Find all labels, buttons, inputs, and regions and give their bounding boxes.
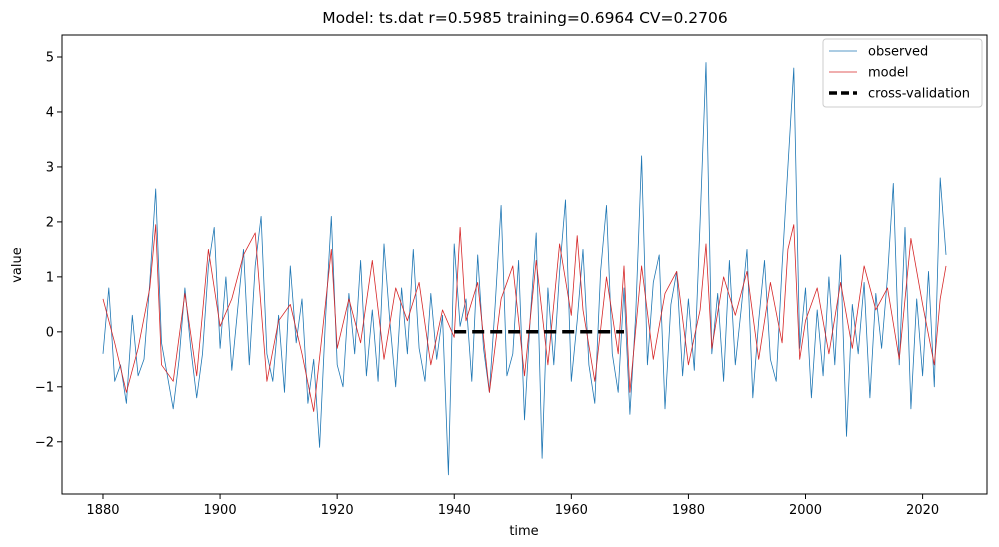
x-tick-label-1940: 1940 bbox=[438, 503, 471, 518]
legend-label-model: model bbox=[868, 66, 908, 81]
y-tick-label-4: 4 bbox=[46, 105, 54, 120]
x-tick-label-1900: 1900 bbox=[204, 503, 237, 518]
plot-area bbox=[102, 62, 947, 476]
y-tick-label-5: 5 bbox=[46, 50, 54, 65]
series-line-observed bbox=[102, 62, 947, 476]
y-tick-label-0: 0 bbox=[46, 325, 54, 340]
x-tick-label-1960: 1960 bbox=[555, 503, 588, 518]
legend-label-cross-validation: cross-validation bbox=[868, 87, 970, 102]
y-tick-label--1: −1 bbox=[35, 380, 54, 395]
legend: observed model cross-validation bbox=[822, 38, 983, 108]
y-tick-label-2: 2 bbox=[46, 215, 54, 230]
y-tick-label-1: 1 bbox=[46, 270, 54, 285]
y-tick-label--2: −2 bbox=[35, 435, 54, 450]
x-tick-label-1920: 1920 bbox=[321, 503, 354, 518]
legend-label-observed: observed bbox=[868, 45, 928, 60]
y-tick-label-3: 3 bbox=[46, 160, 54, 175]
x-tick-label-2000: 2000 bbox=[789, 503, 822, 518]
y-axis-label: value bbox=[10, 247, 25, 283]
x-tick-label-1980: 1980 bbox=[672, 503, 705, 518]
chart-title: Model: ts.dat r=0.5985 training=0.6964 C… bbox=[322, 9, 727, 27]
x-tick-label-2020: 2020 bbox=[906, 503, 939, 518]
legend-box bbox=[822, 38, 983, 108]
series-line-model bbox=[102, 224, 947, 412]
axes: 1880 1900 1920 1940 1960 1980 2000 2020 −2 −1 0 1 2 3… bbox=[35, 50, 939, 518]
x-axis-label: time bbox=[509, 524, 538, 539]
x-tick-label-1880: 1880 bbox=[86, 503, 119, 518]
plot-frame bbox=[61, 34, 988, 495]
